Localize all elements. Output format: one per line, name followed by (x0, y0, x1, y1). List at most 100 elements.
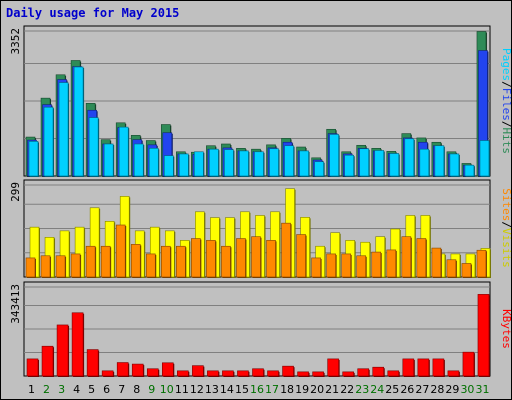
x-tick-label: 30 (460, 383, 474, 396)
bar-sites-day-11 (176, 245, 186, 278)
bar-pages-day-12 (194, 151, 204, 177)
bar-kbytes-day-5 (86, 349, 99, 377)
bar-kbytes-day-7 (116, 362, 129, 377)
bar-pages-day-26 (404, 138, 415, 177)
bar-sites-day-13 (206, 240, 216, 278)
bar-pages-day-3 (58, 82, 69, 177)
bar-sites-day-17 (266, 240, 276, 278)
bar-kbytes-day-1 (26, 358, 39, 377)
bar-pages-day-10 (163, 155, 174, 177)
bar-kbytes-day-9 (146, 368, 159, 377)
bar-sites-day-6 (100, 245, 111, 278)
bar-sites-day-15 (236, 238, 246, 278)
bar-kbytes-day-25 (387, 370, 400, 377)
x-tick-label: 28 (430, 383, 444, 396)
bar-pages-day-24 (374, 150, 385, 177)
bar-kbytes-day-3 (56, 324, 69, 377)
x-tick-label: 2 (43, 383, 50, 396)
x-tick-label: 19 (295, 383, 309, 396)
x-tick-label: 8 (133, 383, 140, 396)
bar-kbytes-day-10 (161, 362, 174, 377)
bar-kbytes-day-8 (131, 363, 144, 377)
bar-sites-day-7 (115, 224, 126, 278)
bar-sites-day-20 (311, 257, 321, 278)
bar-pages-day-8 (133, 143, 144, 177)
bar-pages-day-7 (118, 126, 129, 177)
bar-sites-day-31 (476, 249, 487, 278)
x-tick-label: 6 (103, 383, 110, 396)
bar-pages-day-6 (103, 143, 114, 177)
x-tick-label: 14 (220, 383, 234, 396)
bar-pages-day-13 (209, 148, 219, 177)
bar-sites-day-30 (461, 263, 472, 278)
bar-pages-day-20 (314, 161, 324, 177)
bar-kbytes-day-31 (477, 294, 490, 377)
bar-kbytes-day-16 (252, 368, 264, 377)
bar-kbytes-day-11 (177, 370, 189, 377)
bar-kbytes-day-18 (282, 365, 294, 377)
bar-pages-day-16 (254, 151, 264, 177)
bar-kbytes-day-28 (432, 358, 445, 377)
bar-pages-day-18 (284, 145, 294, 177)
bar-kbytes-day-13 (207, 370, 219, 377)
chart-title: Daily usage for May 2015 (6, 6, 180, 20)
bar-kbytes-day-6 (101, 370, 114, 377)
legend-separator: / (500, 221, 512, 228)
x-tick-label: 15 (235, 383, 249, 396)
bar-pages-day-23 (359, 148, 370, 177)
bar-kbytes-day-24 (372, 366, 385, 377)
x-tick-label: 10 (160, 383, 174, 396)
bar-sites-day-14 (221, 245, 231, 278)
legend-files: Files (500, 88, 512, 121)
bar-sites-day-12 (191, 238, 201, 278)
bar-sites-day-10 (160, 245, 171, 278)
bar-kbytes-day-21 (327, 358, 339, 377)
bar-sites-day-18 (281, 222, 291, 278)
bar-pages-day-30 (464, 164, 475, 177)
bar-kbytes-day-4 (71, 312, 84, 377)
x-tick-label: 1 (28, 383, 35, 396)
bar-pages-day-9 (148, 148, 159, 177)
bar-kbytes-day-12 (192, 365, 204, 377)
bar-sites-day-9 (145, 253, 156, 278)
bar-pages-day-27 (419, 148, 430, 177)
x-tick-label: 5 (88, 383, 95, 396)
x-tick-label: 9 (148, 383, 155, 396)
bar-kbytes-day-19 (297, 371, 309, 377)
x-tick-label: 25 (385, 383, 399, 396)
bar-pages-day-11 (179, 153, 189, 177)
bar-sites-day-24 (371, 251, 382, 278)
bar-kbytes-day-14 (222, 370, 234, 377)
x-tick-label: 20 (310, 383, 324, 396)
x-tick-label: 31 (475, 383, 489, 396)
legend-separator: / (500, 81, 512, 88)
bar-pages-day-15 (239, 150, 249, 177)
bar-kbytes-day-22 (342, 371, 354, 377)
x-tick-label: 24 (370, 383, 384, 396)
x-tick-label: 16 (250, 383, 264, 396)
bar-pages-day-5 (88, 117, 99, 177)
bar-sites-day-8 (130, 244, 141, 278)
bar-kbytes-day-30 (462, 351, 475, 377)
legend-visits: Visits (500, 228, 512, 268)
legend: Sites/Visits (500, 188, 512, 268)
x-tick-label: 11 (175, 383, 189, 396)
x-tick-label: 12 (190, 383, 204, 396)
bar-kbytes-day-23 (357, 368, 370, 377)
bar-pages-day-25 (389, 153, 400, 177)
bar-pages-day-1 (28, 141, 39, 177)
bar-sites-day-22 (341, 253, 351, 278)
bar-pages-day-31 (479, 140, 490, 177)
bar-pages-day-19 (299, 150, 309, 177)
x-tick-label: 13 (205, 383, 219, 396)
y-tick-label: 299 (9, 182, 22, 202)
bar-sites-day-19 (296, 234, 306, 278)
bar-pages-day-4 (73, 66, 84, 177)
x-tick-label: 18 (280, 383, 294, 396)
x-tick-label: 17 (265, 383, 279, 396)
bar-sites-day-4 (70, 253, 81, 278)
y-tick-label: 3352 (9, 28, 22, 55)
bar-sites-day-28 (431, 247, 442, 278)
bar-kbytes-day-29 (447, 370, 460, 377)
